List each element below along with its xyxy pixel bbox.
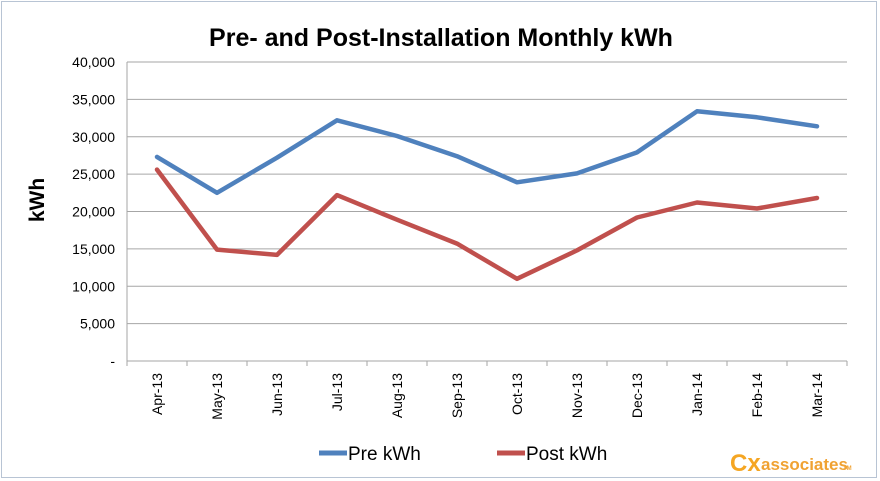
series-lines	[154, 109, 820, 282]
y-tick-label: 40,000	[72, 54, 115, 70]
logo-tm: TM	[843, 466, 852, 472]
x-tick-labels: Apr-13 May-13 Jun-13 Jul-13 Aug-13 Sep-13 Oct-…	[149, 373, 825, 420]
y-tick-label: 10,000	[72, 278, 115, 294]
x-tick-label: Oct-13	[509, 373, 525, 415]
x-tick-label: Mar-14	[809, 373, 825, 418]
x-tick-label: Apr-13	[149, 373, 165, 415]
logo-mark: Cx	[730, 450, 761, 477]
logo-text: associates	[761, 455, 848, 474]
x-tick-label: Jul-13	[329, 373, 345, 411]
y-tick-label: 5,000	[80, 316, 115, 332]
x-tick-label: Aug-13	[389, 373, 405, 418]
x-tick-label: Feb-14	[749, 373, 765, 418]
y-tick-label: 15,000	[72, 241, 115, 257]
legend-label-post: Post kWh	[526, 444, 607, 465]
legend-label-pre: Pre kWh	[348, 444, 421, 465]
series-line-pre	[154, 109, 820, 196]
legend: Pre kWh Post kWh	[319, 444, 607, 465]
company-logo: Cx associates TM	[730, 450, 852, 477]
x-tick-label: Sep-13	[449, 373, 465, 418]
x-tick-label: Nov-13	[569, 373, 585, 418]
series-line-post	[154, 167, 820, 282]
y-tick-label: 25,000	[72, 166, 115, 182]
y-tick-labels: - 5,000 10,000 15,000 20,000 25,000 30,000 35,0…	[72, 54, 115, 369]
y-tick-label: 35,000	[72, 91, 115, 107]
y-axis-label: kWh	[26, 178, 49, 222]
y-tick-label: 20,000	[72, 204, 115, 220]
y-tick-label: -	[110, 353, 115, 369]
chart-title: Pre- and Post-Installation Monthly kWh	[209, 24, 673, 52]
x-tick-label: Jan-14	[689, 373, 705, 416]
x-tick-label: Dec-13	[629, 373, 645, 418]
grid-lines	[126, 61, 848, 366]
x-tick-label: Jun-13	[269, 373, 285, 416]
x-tick-label: May-13	[209, 373, 225, 420]
y-tick-label: 30,000	[72, 129, 115, 145]
